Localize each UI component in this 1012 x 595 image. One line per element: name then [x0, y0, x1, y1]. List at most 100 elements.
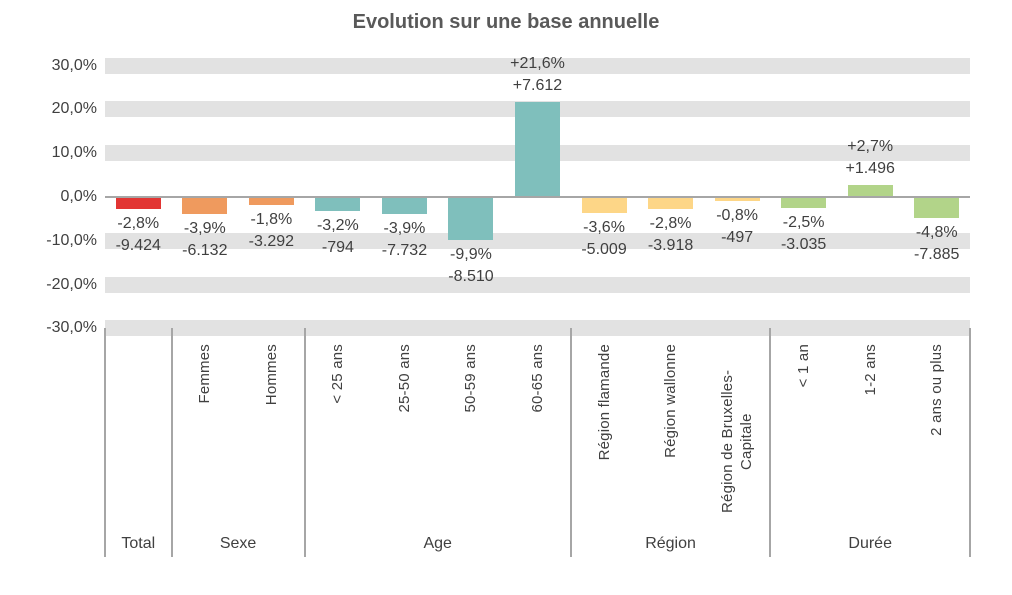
y-tick-label: -30,0% [46, 319, 97, 337]
bar-data-label: -4,8% -7.885 [889, 222, 985, 266]
bar-data-label: -3,2% -794 [290, 215, 386, 259]
bar [115, 198, 161, 210]
bar-data-label: -3,6% -5.009 [556, 217, 652, 261]
bar-pct-label: -9,9% [450, 246, 492, 264]
x-category-label: Région wallonne [644, 344, 698, 552]
bar-data-label: -2,5% -3.035 [756, 212, 852, 256]
bar-pct-label: -4,8% [915, 224, 958, 242]
x-category-label-text: Femmes [196, 344, 214, 404]
x-category-label-text: Région flamande [595, 344, 613, 461]
bar-pct-label: -2,5% [782, 213, 825, 231]
bar-abs-label: +1.496 [845, 160, 895, 178]
bar-pct-label: -1,8% [250, 210, 293, 228]
bar-data-label: +21,6% +7.612 [490, 53, 586, 97]
bar [648, 198, 694, 210]
zero-axis-line [105, 196, 970, 198]
bar-abs-label: -794 [321, 239, 354, 257]
x-group-label: Durée [848, 535, 892, 552]
group-separator [769, 328, 772, 557]
bar-data-label: -0,8% -497 [689, 205, 785, 249]
x-category-label: 60-65 ans [511, 344, 565, 552]
bar-abs-label: -6.132 [182, 242, 228, 260]
x-category-label: 2 ans ou plus [910, 344, 964, 552]
bar-pct-label: -0,8% [716, 206, 758, 224]
x-category-label-text: < 25 ans [329, 344, 347, 404]
x-category-label-text: 50-59 ans [462, 344, 480, 413]
x-category-label-text: 60-65 ans [529, 344, 546, 413]
x-category-label: Hommes [244, 344, 298, 552]
bar-abs-label: -7.885 [914, 246, 960, 264]
y-tick-label: 10,0% [51, 144, 97, 162]
x-category-label-text: 1-2 ans [861, 344, 879, 396]
bar [515, 102, 560, 196]
x-category-label: Femmes [178, 344, 232, 552]
bar-pct-label: -3,6% [583, 218, 625, 236]
bar-pct-label: -3,9% [383, 220, 426, 238]
bar [448, 198, 494, 241]
bar-pct-label: -2,8% [649, 215, 692, 233]
bar-data-label: -3,9% -7.732 [356, 218, 452, 262]
gridline-band [105, 232, 970, 249]
x-category-label-text: Région wallonne [662, 344, 680, 458]
x-category-label: 1-2 ans [843, 344, 897, 552]
y-tick-label: -20,0% [46, 275, 97, 293]
x-category-label: Région de Bruxelles-Capitale [710, 344, 764, 552]
bar-abs-label: -3.918 [647, 237, 694, 255]
x-category-label-text: Hommes [262, 344, 280, 406]
bar-data-label: -1,8% -3.292 [223, 209, 319, 253]
y-tick-label: 0,0% [60, 188, 97, 205]
y-tick-label: -10,0% [46, 231, 97, 249]
bar-abs-label: -5.009 [581, 240, 627, 258]
bar [914, 198, 960, 219]
bar-data-label: -2,8% -9.424 [90, 213, 186, 257]
group-separator [104, 328, 106, 557]
bar-pct-label: -2,8% [117, 215, 160, 233]
x-category-label: 25-50 ans [377, 344, 431, 552]
bar [581, 198, 627, 213]
bar-abs-label: -3.035 [780, 235, 827, 253]
gridline-band [105, 276, 970, 293]
group-separator [569, 328, 572, 557]
x-group-label: Région [645, 535, 696, 552]
x-group-label: Sexe [219, 535, 257, 552]
bar-abs-label: -7.732 [381, 242, 428, 260]
bar-data-label: -9,9% -8.510 [423, 244, 519, 288]
bar-abs-label: -9.424 [115, 237, 161, 255]
group-separator [969, 328, 971, 557]
gridline-band [105, 320, 970, 337]
bar-pct-label: -3,2% [316, 217, 359, 235]
x-category-label: 50-59 ans [444, 344, 498, 552]
group-separator [303, 328, 306, 557]
x-category-label: Région flamande [577, 344, 631, 552]
bar [781, 198, 827, 208]
x-group-label: Age [423, 535, 452, 552]
bar-abs-label: +7.612 [512, 77, 563, 95]
y-tick-label: 30,0% [51, 56, 97, 74]
y-tick-label: 20,0% [51, 100, 97, 118]
bar-pct-label: -3,9% [183, 220, 226, 238]
x-group-label: Total [121, 535, 156, 552]
x-category-label: < 1 an [777, 344, 831, 552]
bar-pct-label: +21,6% [510, 55, 565, 73]
x-category-label-text: 25-50 ans [395, 344, 413, 413]
x-category-label-text: 2 ans ou plus [928, 344, 946, 436]
bar [248, 198, 294, 205]
x-category-label-text: < 1 an [795, 344, 813, 388]
bar-abs-label: -8.510 [448, 268, 494, 286]
bar [315, 198, 361, 212]
bar [714, 198, 760, 201]
bar [182, 198, 228, 215]
bar-data-label: +2,7% +1.496 [822, 136, 918, 180]
bar-abs-label: -497 [721, 228, 754, 246]
chart-title: Evolution sur une base annuelle [352, 11, 660, 33]
bar [381, 198, 427, 215]
bar [847, 185, 893, 196]
bar-data-label: -2,8% -3.918 [623, 213, 719, 257]
group-separator [170, 328, 173, 557]
bar-pct-label: +2,7% [847, 138, 894, 156]
bar-data-label: -3,9% -6.132 [157, 218, 253, 262]
x-category-label: < 25 ans [311, 344, 365, 552]
gridline-band [105, 57, 970, 74]
x-category-label-text: Région de Bruxelles-Capitale [719, 369, 756, 514]
